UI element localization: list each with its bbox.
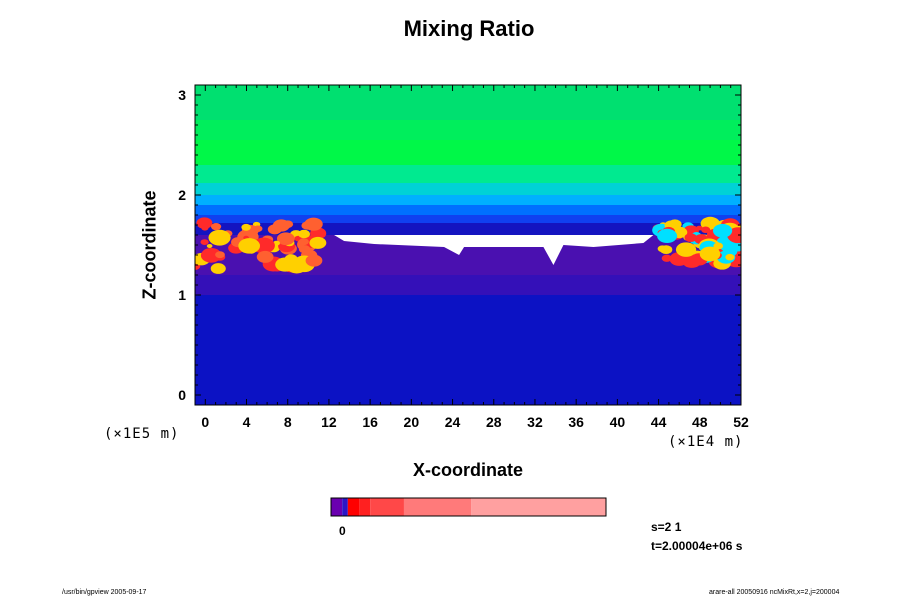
x-axis-ticks: 0 4 8 12 16 20 24 28 32 36 40 44 48 52 <box>201 85 749 430</box>
x-axis-label: X-coordinate <box>412 460 523 480</box>
y-axis-unit: (×1E5 m) <box>104 426 180 442</box>
field-layer-10 <box>195 275 741 295</box>
moist-blob-1-56 <box>701 226 711 234</box>
moist-blob-1-60 <box>659 245 673 255</box>
moist-blob-0-43 <box>267 224 282 235</box>
moist-blob-0-54 <box>265 264 275 271</box>
moist-blob-0-28 <box>298 229 310 239</box>
field-layer-11 <box>195 295 741 405</box>
moist-blob-0-65 <box>305 254 323 267</box>
dry-region <box>334 235 654 265</box>
moist-blob-0-29 <box>206 243 213 249</box>
x-tick-label: 12 <box>321 414 337 430</box>
moist-blob-0-60 <box>210 223 222 231</box>
y-tick-label: 0 <box>178 387 186 403</box>
colorbar-segment-0 <box>331 498 343 516</box>
colorbar-segment-3 <box>359 498 371 516</box>
y-axis-label: Z-coordinate <box>139 190 160 300</box>
x-tick-label: 16 <box>362 414 378 430</box>
colorbar-segment-4 <box>370 498 404 516</box>
colorbar-frame <box>330 497 607 517</box>
field-layer-3 <box>195 165 741 183</box>
moist-blob-0-40 <box>276 232 295 246</box>
colorbar-segment-6 <box>471 498 606 516</box>
time-label: t=2.00004e+06 s <box>651 539 743 553</box>
moist-blob-0-53 <box>201 225 209 231</box>
moist-blob-1-50 <box>725 253 735 261</box>
footer-command: /usr/bin/gpview 2005-09-17 <box>62 589 147 596</box>
moist-blob-0-49 <box>273 240 280 246</box>
colorbar-segment-2 <box>347 498 360 516</box>
moist-blob-0-41 <box>208 229 231 246</box>
x-tick-label: 44 <box>651 414 667 430</box>
moist-blob-1-58 <box>684 233 697 242</box>
y-tick-label: 3 <box>178 87 186 103</box>
moist-blob-0-26 <box>196 217 213 229</box>
moist-blob-1-68 <box>713 242 724 250</box>
x-tick-label: 0 <box>201 414 209 430</box>
footer-source: arare-all 20050916 ncMixRt,x=2,j=200004 <box>709 589 840 596</box>
moist-blob-0-63 <box>241 223 251 231</box>
moist-blob-0-51 <box>304 217 323 231</box>
x-tick-label: 32 <box>527 414 543 430</box>
field-layer-2 <box>195 140 741 165</box>
x-tick-label: 52 <box>733 414 749 430</box>
field-layer-8 <box>195 223 741 235</box>
field-layer-4 <box>195 183 741 195</box>
moist-blob-1-67 <box>657 228 678 244</box>
moisture-patches <box>195 216 741 274</box>
x-tick-label: 36 <box>568 414 584 430</box>
field-layer-5 <box>195 195 741 205</box>
step-label: s=2 1 <box>651 520 682 534</box>
field-layer-0 <box>195 85 741 120</box>
moist-blob-0-56 <box>309 236 327 249</box>
colorbar-label: 0 <box>339 524 346 538</box>
moist-blob-1-69 <box>712 223 733 238</box>
moist-blob-0-59 <box>253 225 263 233</box>
moist-blob-0-69 <box>238 238 260 254</box>
x-tick-label: 40 <box>610 414 626 430</box>
y-tick-label: 1 <box>178 287 186 303</box>
y-tick-label: 2 <box>178 187 186 203</box>
moist-blob-0-55 <box>215 251 225 259</box>
chart-title: Mixing Ratio <box>403 16 535 41</box>
moist-blob-1-34 <box>695 225 703 231</box>
x-tick-label: 28 <box>486 414 502 430</box>
x-tick-label: 24 <box>445 414 461 430</box>
moist-blob-0-68 <box>275 257 296 272</box>
moist-blob-1-57 <box>675 242 697 257</box>
colorbar-segment-5 <box>403 498 472 516</box>
x-tick-label: 4 <box>243 414 251 430</box>
x-tick-label: 20 <box>404 414 420 430</box>
moist-blob-0-38 <box>299 238 309 246</box>
moist-blob-1-65 <box>699 246 721 262</box>
colorbar-segment-1 <box>342 498 348 516</box>
x-tick-label: 8 <box>284 414 292 430</box>
field-layer-6 <box>195 205 741 215</box>
moist-blob-0-21 <box>200 239 209 246</box>
moist-blob-0-39 <box>298 245 311 254</box>
field-layer-7 <box>195 215 741 223</box>
field-layer-1 <box>195 120 741 140</box>
colorbar <box>330 497 607 517</box>
moist-blob-0-67 <box>256 250 274 263</box>
moist-blob-0-47 <box>282 220 294 229</box>
y-axis-ticks: 0 1 2 3 <box>178 87 741 403</box>
moist-blob-0-31 <box>210 263 226 274</box>
moist-blob-1-61 <box>661 254 672 262</box>
x-tick-label: 48 <box>692 414 708 430</box>
x-axis-unit: (×1E4 m) <box>668 434 744 450</box>
